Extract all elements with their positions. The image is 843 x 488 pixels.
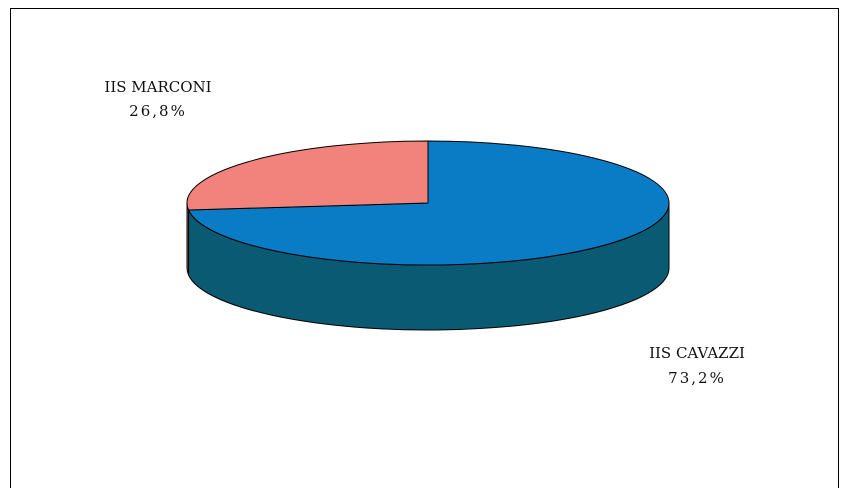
chart-frame [10,8,839,488]
slice-value-marconi: 26,8% [129,102,187,120]
pie-slice-iis-cavazzi [187,140,670,266]
slice-label-cavazzi: IIS CAVAZZI [649,344,745,362]
slice-value-cavazzi: 73,2% [668,369,726,387]
pie-tops [186,140,670,266]
slice-label-marconi: IIS MARCONI [104,78,211,96]
pie-slice-iis-marconi [186,140,429,211]
pie-side-iis-marconi [186,202,190,276]
pie-labels: IIS MARCONI 26,8% IIS CAVAZZI 73,2% [104,78,745,387]
